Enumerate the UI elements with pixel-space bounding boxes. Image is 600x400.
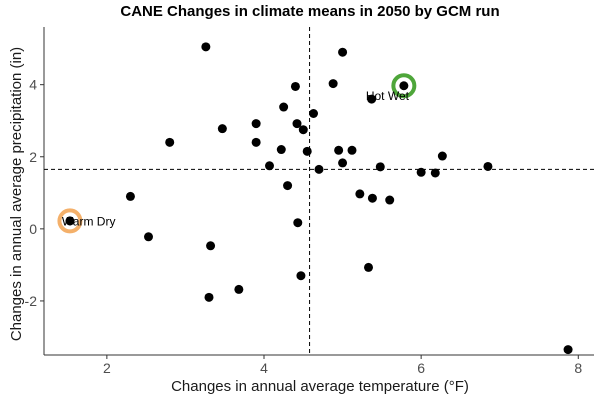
- data-point: [563, 345, 573, 355]
- data-point: [165, 137, 175, 147]
- point-annotation-label: Hot Wet: [366, 89, 410, 103]
- data-point: [298, 125, 308, 135]
- x-tick-label: 6: [417, 360, 425, 376]
- data-point: [144, 232, 153, 242]
- data-point: [364, 262, 373, 272]
- data-point: [314, 164, 324, 174]
- data-point: [483, 161, 493, 171]
- data-point: [355, 189, 365, 199]
- data-point: [234, 284, 244, 294]
- data-point: [279, 102, 289, 112]
- data-point: [367, 94, 377, 104]
- x-tick-label: 4: [260, 360, 268, 376]
- plot-area: 2 4 6 8 -2 0 2 4 Warm Dry Hot Wet: [25, 27, 594, 376]
- data-point: [217, 124, 227, 134]
- y-axis-title: Changes in annual average precipitation …: [8, 47, 25, 341]
- data-point: [338, 158, 348, 168]
- data-point: [347, 145, 357, 155]
- data-point: [385, 195, 395, 205]
- data-point: [375, 162, 385, 172]
- data-point: [309, 109, 318, 119]
- data-point: [125, 191, 135, 201]
- data-point: [290, 81, 300, 91]
- data-point: [201, 42, 211, 52]
- data-point: [276, 145, 286, 155]
- data-point: [338, 47, 348, 57]
- data-point: [292, 119, 302, 129]
- data-point: [251, 119, 261, 129]
- y-tick-label: 4: [29, 77, 37, 93]
- data-point: [416, 167, 426, 177]
- point-annotation-label: Warm Dry: [62, 214, 116, 228]
- x-tick-label: 8: [574, 360, 582, 376]
- data-point: [367, 193, 377, 203]
- data-point: [204, 292, 214, 302]
- data-point: [283, 181, 293, 191]
- data-point: [437, 151, 447, 161]
- data-point: [399, 81, 409, 91]
- y-tick-label: 2: [29, 149, 37, 165]
- data-point: [296, 271, 306, 281]
- x-axis-title: Changes in annual average temperature (°…: [171, 378, 469, 395]
- data-point: [328, 79, 338, 89]
- chart-title: CANE Changes in climate means in 2050 by…: [120, 3, 499, 20]
- data-point: [293, 218, 303, 228]
- data-point: [251, 137, 261, 147]
- y-tick-label: 0: [29, 221, 37, 237]
- y-tick-label: -2: [25, 293, 38, 309]
- data-point: [206, 241, 216, 251]
- x-tick-label: 2: [103, 360, 111, 376]
- data-point: [302, 146, 312, 156]
- data-point: [430, 168, 440, 178]
- data-point: [65, 216, 75, 226]
- data-point: [265, 161, 274, 171]
- data-point: [334, 145, 344, 155]
